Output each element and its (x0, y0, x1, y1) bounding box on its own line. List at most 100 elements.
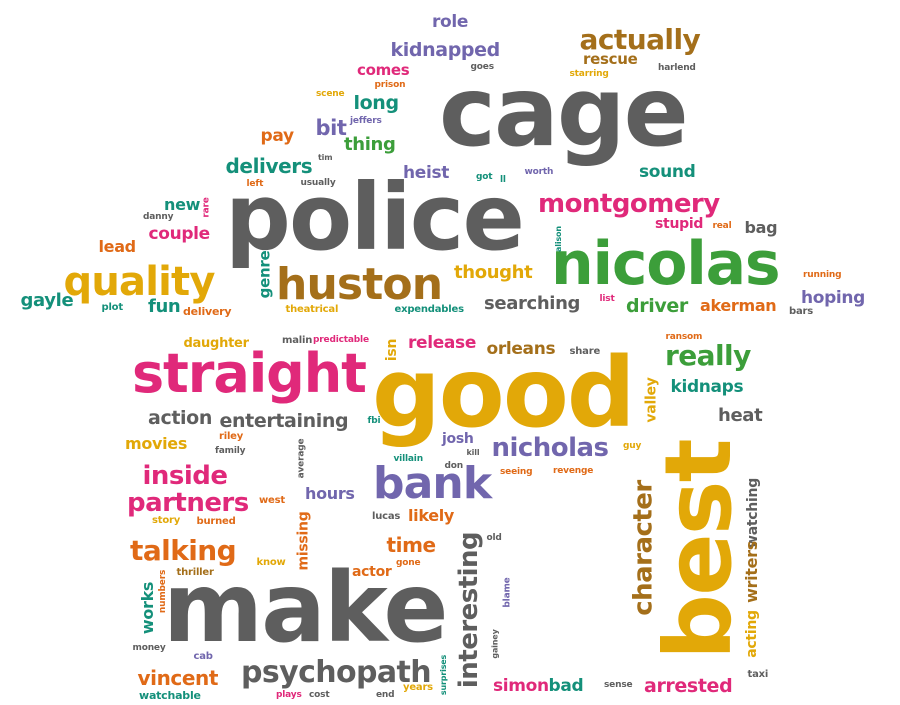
word-years: years (403, 682, 433, 693)
word-vincent: vincent (137, 666, 219, 690)
word-best: best (644, 440, 752, 660)
word-partners: partners (127, 488, 249, 518)
word-josh: josh (442, 431, 474, 447)
word-know: know (256, 557, 286, 568)
word-end: end (376, 689, 395, 700)
word-harlend: harlend (658, 62, 696, 73)
word-ll: ll (500, 174, 506, 185)
word-actor: actor (352, 564, 392, 580)
word-kidnapped: kidnapped (390, 38, 501, 61)
word-new: new (164, 195, 201, 214)
word-works: works (138, 581, 158, 635)
word-don: don (444, 460, 464, 471)
word-police: police (225, 164, 525, 271)
word-montgomery: montgomery (538, 189, 720, 219)
word-seeing: seeing (500, 466, 533, 477)
word-starring: starring (569, 68, 609, 79)
word-gainey: gainey (490, 629, 500, 659)
word-fun: fun (148, 296, 181, 317)
word-valley: valley (643, 377, 660, 423)
word-searching: searching (484, 293, 581, 314)
word-real: real (712, 220, 732, 231)
word-share: share (569, 346, 601, 357)
word-plot: plot (101, 302, 124, 313)
word-prison: prison (374, 79, 406, 90)
word-west: west (259, 495, 285, 506)
word-heist: heist (403, 162, 450, 183)
word-driver: driver (626, 294, 688, 317)
word-danny: danny (143, 211, 174, 222)
word-simon: simon (493, 675, 549, 696)
word-average: average (296, 438, 307, 478)
word-cage: cage (439, 56, 689, 168)
word-rare: rare (201, 196, 212, 218)
word-nicolas: nicolas (551, 229, 781, 299)
word-heat: heat (718, 405, 763, 426)
word-bit: bit (315, 115, 347, 140)
word-alison: alison (553, 226, 563, 252)
word-hoping: hoping (801, 287, 866, 308)
word-thing: thing (344, 134, 396, 155)
word-arrested: arrested (644, 674, 733, 697)
word-money: money (132, 642, 166, 653)
word-left: left (246, 178, 264, 189)
word-lead: lead (98, 237, 137, 256)
word-delivers: delivers (225, 154, 313, 178)
word-cab: cab (193, 651, 213, 662)
word-bag: bag (744, 218, 778, 237)
word-actually: actually (579, 23, 701, 56)
word-running: running (803, 269, 842, 280)
word-action: action (148, 406, 212, 429)
word-long: long (353, 91, 400, 114)
word-goes: goes (470, 61, 495, 72)
word-surprises: surprises (439, 654, 449, 696)
word-movies: movies (125, 434, 188, 453)
word-nicholas: nicholas (491, 433, 610, 463)
word-ransom: ransom (665, 331, 703, 342)
word-good: good (372, 337, 636, 449)
word-blame: blame (502, 576, 513, 608)
word-bars: bars (789, 306, 813, 317)
word-gone: gone (396, 557, 421, 568)
word-quality: quality (63, 259, 216, 305)
word-family: family (215, 445, 246, 456)
word-rescue: rescue (583, 49, 638, 68)
word-missing: missing (294, 511, 311, 571)
word-make: make (163, 552, 448, 664)
word-sense: sense (604, 679, 633, 690)
word-watching: watching (744, 478, 761, 548)
word-writers: writers (741, 541, 761, 603)
word-bad: bad (548, 675, 584, 696)
word-lucas: lucas (372, 511, 401, 522)
word-cost: cost (309, 689, 330, 700)
word-orleans: orleans (486, 338, 556, 359)
word-guy: guy (623, 440, 642, 451)
word-story: story (152, 515, 181, 526)
word-stupid: stupid (655, 216, 704, 232)
word-huston: huston (276, 259, 443, 310)
word-role: role (432, 11, 469, 32)
word-theatrical: theatrical (285, 304, 339, 315)
word-pay: pay (260, 125, 295, 146)
word-expendables: expendables (394, 304, 465, 315)
word-thriller: thriller (176, 567, 214, 578)
word-hours: hours (305, 484, 355, 503)
word-talking: talking (130, 534, 237, 567)
word-plays: plays (276, 689, 302, 700)
word-akerman: akerman (700, 296, 777, 315)
word-kidnaps: kidnaps (670, 376, 744, 397)
word-really: really (665, 339, 751, 372)
word-scene: scene (316, 88, 345, 99)
word-jeffers: jeffers (350, 115, 382, 126)
word-numbers: numbers (157, 569, 168, 613)
word-predictable: predictable (313, 334, 369, 345)
word-old: old (486, 532, 502, 543)
word-release: release (408, 332, 477, 353)
word-malin: malin (282, 335, 313, 346)
word-usually: usually (300, 177, 336, 188)
word-worth: worth (524, 166, 554, 177)
word-revenge: revenge (553, 465, 594, 476)
word-acting: acting (743, 610, 760, 658)
word-isn: isn (384, 338, 401, 362)
